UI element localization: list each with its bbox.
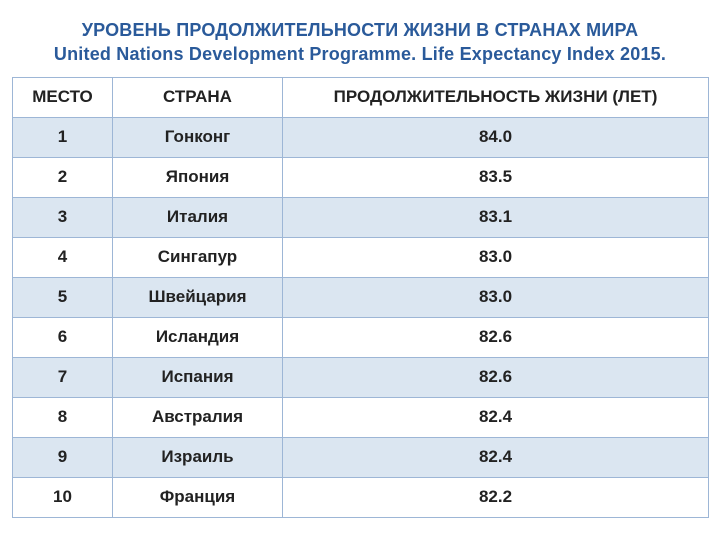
cell-life: 82.4 xyxy=(283,397,709,437)
table-row: 4 Сингапур 83.0 xyxy=(13,237,709,277)
cell-country: Япония xyxy=(113,157,283,197)
table-row: 6 Исландия 82.6 xyxy=(13,317,709,357)
table-row: 3 Италия 83.1 xyxy=(13,197,709,237)
life-expectancy-table: МЕСТО СТРАНА ПРОДОЛЖИТЕЛЬНОСТЬ ЖИЗНИ (ЛЕ… xyxy=(12,77,709,518)
cell-rank: 8 xyxy=(13,397,113,437)
title-line-1: УРОВЕНЬ ПРОДОЛЖИТЕЛЬНОСТИ ЖИЗНИ В СТРАНА… xyxy=(82,20,639,40)
table-row: 5 Швейцария 83.0 xyxy=(13,277,709,317)
cell-country: Исландия xyxy=(113,317,283,357)
cell-life: 82.6 xyxy=(283,317,709,357)
col-header-life: ПРОДОЛЖИТЕЛЬНОСТЬ ЖИЗНИ (ЛЕТ) xyxy=(283,77,709,117)
table-row: 9 Израиль 82.4 xyxy=(13,437,709,477)
cell-country: Израиль xyxy=(113,437,283,477)
page: УРОВЕНЬ ПРОДОЛЖИТЕЛЬНОСТИ ЖИЗНИ В СТРАНА… xyxy=(0,0,720,540)
cell-life: 84.0 xyxy=(283,117,709,157)
cell-life: 83.0 xyxy=(283,237,709,277)
cell-country: Италия xyxy=(113,197,283,237)
cell-rank: 3 xyxy=(13,197,113,237)
cell-life: 82.6 xyxy=(283,357,709,397)
cell-rank: 1 xyxy=(13,117,113,157)
title-line-2: United Nations Development Programme. Li… xyxy=(54,44,666,64)
table-header-row: МЕСТО СТРАНА ПРОДОЛЖИТЕЛЬНОСТЬ ЖИЗНИ (ЛЕ… xyxy=(13,77,709,117)
cell-rank: 6 xyxy=(13,317,113,357)
col-header-country: СТРАНА xyxy=(113,77,283,117)
cell-life: 83.5 xyxy=(283,157,709,197)
table-row: 7 Испания 82.6 xyxy=(13,357,709,397)
cell-life: 82.4 xyxy=(283,437,709,477)
page-title: УРОВЕНЬ ПРОДОЛЖИТЕЛЬНОСТИ ЖИЗНИ В СТРАНА… xyxy=(12,18,708,67)
cell-rank: 10 xyxy=(13,477,113,517)
cell-country: Франция xyxy=(113,477,283,517)
cell-life: 83.1 xyxy=(283,197,709,237)
cell-rank: 2 xyxy=(13,157,113,197)
table-row: 10 Франция 82.2 xyxy=(13,477,709,517)
cell-country: Сингапур xyxy=(113,237,283,277)
cell-country: Испания xyxy=(113,357,283,397)
col-header-rank: МЕСТО xyxy=(13,77,113,117)
cell-rank: 5 xyxy=(13,277,113,317)
table-row: 2 Япония 83.5 xyxy=(13,157,709,197)
cell-rank: 4 xyxy=(13,237,113,277)
table-row: 1 Гонконг 84.0 xyxy=(13,117,709,157)
cell-life: 82.2 xyxy=(283,477,709,517)
cell-country: Австралия xyxy=(113,397,283,437)
cell-life: 83.0 xyxy=(283,277,709,317)
cell-country: Гонконг xyxy=(113,117,283,157)
cell-rank: 9 xyxy=(13,437,113,477)
cell-rank: 7 xyxy=(13,357,113,397)
cell-country: Швейцария xyxy=(113,277,283,317)
table-row: 8 Австралия 82.4 xyxy=(13,397,709,437)
